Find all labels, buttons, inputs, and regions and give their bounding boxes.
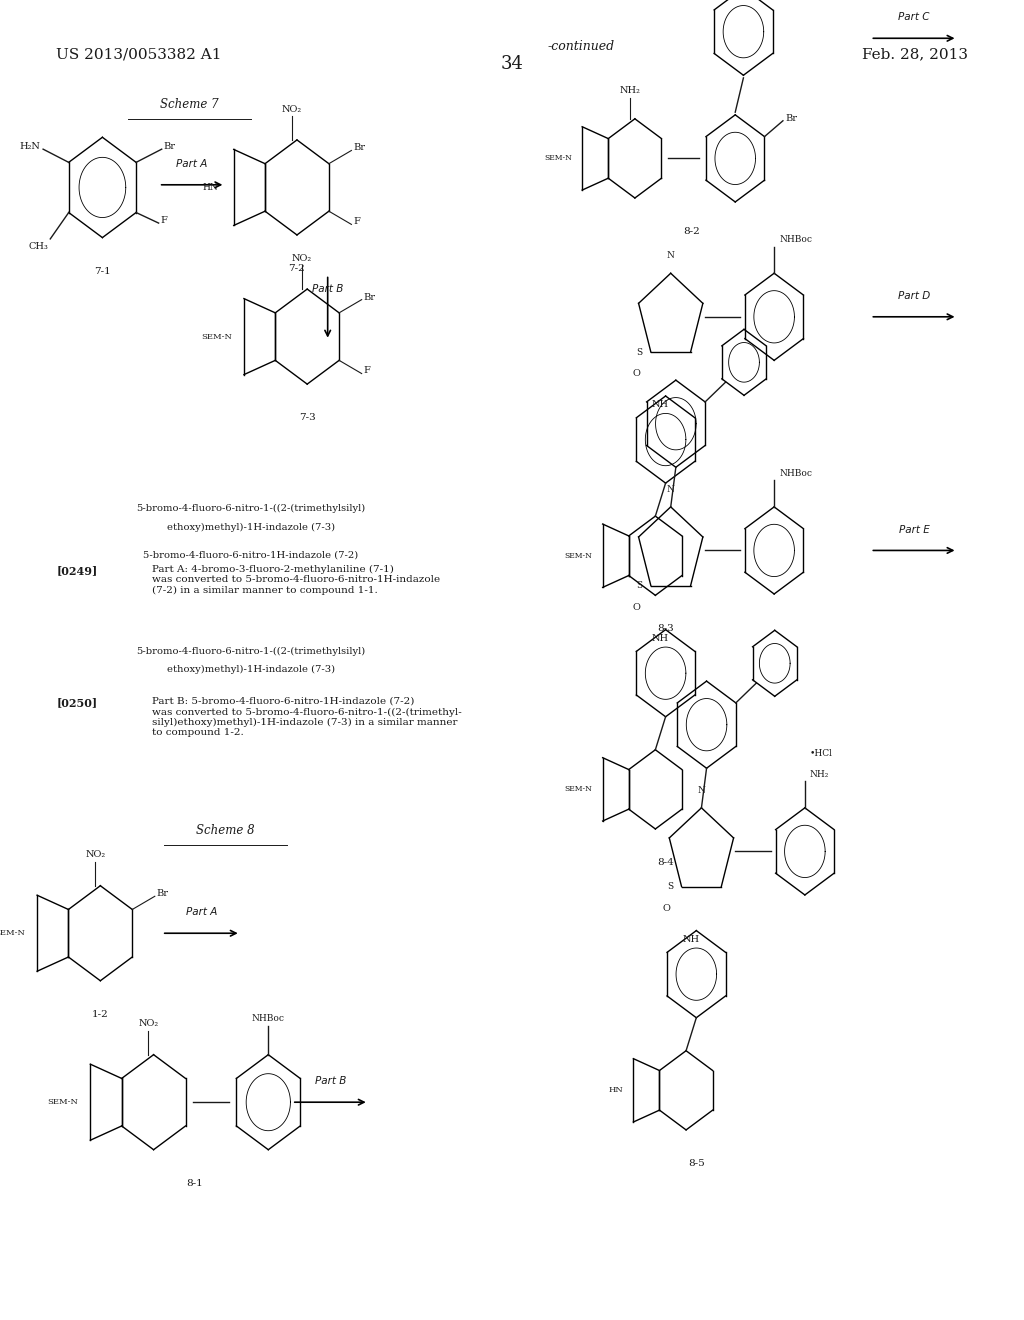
Text: 5-bromo-4-fluoro-6-nitro-1H-indazole (7-2): 5-bromo-4-fluoro-6-nitro-1H-indazole (7-…: [143, 550, 358, 560]
Text: S: S: [637, 347, 643, 356]
Text: Part B: Part B: [314, 1076, 346, 1086]
Text: F: F: [364, 367, 371, 375]
Text: ethoxy)methyl)-1H-indazole (7-3): ethoxy)methyl)-1H-indazole (7-3): [167, 523, 335, 532]
Text: SEM-N: SEM-N: [564, 785, 593, 793]
Text: Br: Br: [353, 144, 366, 152]
Text: NH₂: NH₂: [620, 86, 640, 95]
Text: NO₂: NO₂: [85, 850, 105, 859]
Text: Part D: Part D: [898, 290, 930, 301]
Text: •HCl: •HCl: [810, 748, 833, 758]
Text: NH: NH: [652, 634, 669, 643]
Text: 8-2: 8-2: [683, 227, 699, 236]
Text: O: O: [663, 904, 671, 912]
Text: O: O: [632, 603, 640, 611]
Text: NH₂: NH₂: [810, 770, 829, 779]
Text: Part C: Part C: [898, 12, 930, 22]
Text: 5-bromo-4-fluoro-6-nitro-1-((2-(trimethylsilyl): 5-bromo-4-fluoro-6-nitro-1-((2-(trimethy…: [136, 647, 366, 656]
Text: NH: NH: [652, 400, 669, 409]
Text: Part B: 5-bromo-4-fluoro-6-nitro-1H-indazole (7-2)
was converted to 5-bromo-4-fl: Part B: 5-bromo-4-fluoro-6-nitro-1H-inda…: [152, 697, 461, 738]
Text: HN: HN: [608, 1086, 624, 1094]
Text: SEM-N: SEM-N: [47, 1098, 78, 1106]
Text: Br: Br: [785, 114, 797, 123]
Text: 7-3: 7-3: [299, 413, 315, 422]
Text: Feb. 28, 2013: Feb. 28, 2013: [861, 48, 968, 62]
Text: S: S: [637, 581, 643, 590]
Text: H₂N: H₂N: [19, 143, 40, 150]
Text: 8-1: 8-1: [186, 1179, 203, 1188]
Text: US 2013/0053382 A1: US 2013/0053382 A1: [56, 48, 222, 62]
Text: 8-4: 8-4: [657, 858, 674, 867]
Text: SEM-N: SEM-N: [0, 929, 25, 937]
Text: Br: Br: [164, 143, 176, 150]
Text: [0249]: [0249]: [56, 565, 97, 576]
Text: 7-2: 7-2: [289, 264, 305, 273]
Text: F: F: [161, 216, 168, 224]
Text: NO₂: NO₂: [282, 104, 302, 114]
Text: SEM-N: SEM-N: [544, 154, 572, 162]
Text: 5-bromo-4-fluoro-6-nitro-1-((2-(trimethylsilyl): 5-bromo-4-fluoro-6-nitro-1-((2-(trimethy…: [136, 504, 366, 513]
Text: 34: 34: [501, 55, 523, 74]
Text: Br: Br: [157, 890, 169, 898]
Text: CH₃: CH₃: [29, 242, 48, 251]
Text: [0250]: [0250]: [56, 697, 97, 708]
Text: O: O: [632, 370, 640, 378]
Text: HN: HN: [203, 183, 218, 191]
Text: Part A: 4-bromo-3-fluoro-2-methylaniline (7-1)
was converted to 5-bromo-4-fluoro: Part A: 4-bromo-3-fluoro-2-methylaniline…: [152, 565, 439, 595]
Text: -continued: -continued: [548, 40, 615, 53]
Text: N: N: [667, 251, 675, 260]
Text: 7-1: 7-1: [94, 267, 111, 276]
Text: NH: NH: [683, 935, 699, 944]
Text: 1-2: 1-2: [92, 1010, 109, 1019]
Text: NHBoc: NHBoc: [779, 469, 812, 478]
Text: Part A: Part A: [185, 907, 217, 917]
Text: Part E: Part E: [898, 524, 930, 535]
Text: Br: Br: [364, 293, 376, 301]
Text: N: N: [697, 785, 706, 795]
Text: SEM-N: SEM-N: [564, 552, 593, 560]
Text: 8-5: 8-5: [688, 1159, 705, 1168]
Text: NHBoc: NHBoc: [779, 235, 812, 244]
Text: 8-3: 8-3: [657, 624, 674, 634]
Text: NHBoc: NHBoc: [252, 1014, 285, 1023]
Text: Scheme 7: Scheme 7: [160, 98, 219, 111]
Text: N: N: [667, 484, 675, 494]
Text: Part A: Part A: [176, 158, 208, 169]
Text: NO₂: NO₂: [138, 1019, 159, 1028]
Text: NO₂: NO₂: [292, 253, 312, 263]
Text: ethoxy)methyl)-1H-indazole (7-3): ethoxy)methyl)-1H-indazole (7-3): [167, 665, 335, 675]
Text: F: F: [353, 218, 360, 226]
Text: Part B: Part B: [312, 284, 343, 294]
Text: SEM-N: SEM-N: [201, 333, 231, 341]
Text: Scheme 8: Scheme 8: [196, 824, 255, 837]
Text: S: S: [668, 882, 674, 891]
